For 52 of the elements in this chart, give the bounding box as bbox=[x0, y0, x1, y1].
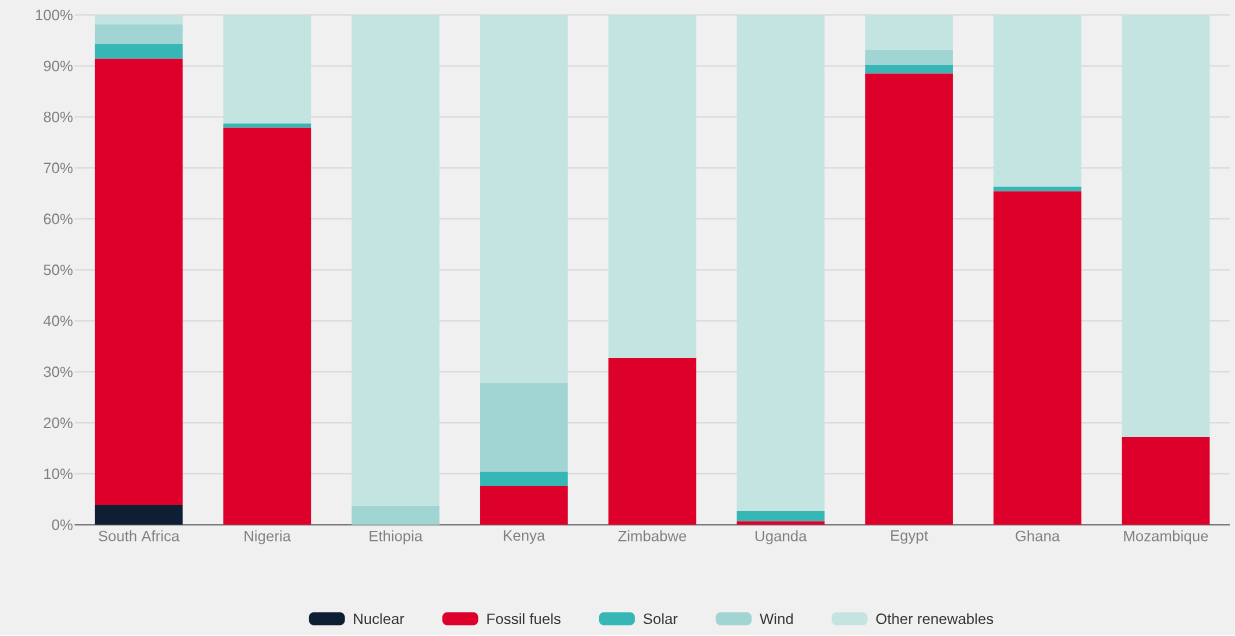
bar bbox=[480, 486, 568, 526]
x-tick-label: Kenya bbox=[503, 530, 546, 544]
bar bbox=[223, 123, 312, 128]
bar bbox=[94, 505, 183, 526]
legend-label: Nuclear bbox=[354, 613, 405, 625]
bar bbox=[608, 358, 697, 526]
y-tick-label: 80% bbox=[43, 111, 73, 123]
y-tick-label: 70% bbox=[43, 162, 73, 174]
x-tick-label: Uganda bbox=[755, 530, 807, 545]
bar bbox=[94, 24, 183, 45]
legend-label: Solar bbox=[643, 613, 678, 625]
y-tick-label: 40% bbox=[43, 315, 73, 327]
x-tick-label: Ghana bbox=[1015, 530, 1060, 542]
bar bbox=[865, 73, 953, 526]
y-tick-label: 0% bbox=[52, 519, 73, 531]
y-tick-label: 100% bbox=[35, 9, 73, 21]
bar bbox=[993, 15, 1082, 187]
bar bbox=[1121, 437, 1210, 526]
x-tick-label: Nigeria bbox=[244, 530, 291, 545]
legend-label: Fossil fuels bbox=[487, 613, 561, 625]
bar bbox=[351, 506, 440, 526]
bar bbox=[865, 65, 953, 74]
x-tick-label: Zimbabwe bbox=[618, 530, 687, 542]
bar bbox=[736, 521, 825, 526]
bar bbox=[480, 472, 568, 487]
y-tick-label: 10% bbox=[44, 468, 73, 480]
bar bbox=[865, 49, 953, 66]
bar bbox=[865, 15, 953, 50]
bar bbox=[223, 127, 312, 526]
bar bbox=[1121, 15, 1210, 438]
x-tick-label: South Africa bbox=[98, 530, 180, 542]
bar bbox=[736, 511, 825, 522]
bar bbox=[351, 15, 440, 507]
bar bbox=[94, 44, 183, 60]
y-tick-label: 30% bbox=[43, 366, 73, 378]
bar bbox=[480, 383, 568, 473]
bar bbox=[993, 191, 1082, 526]
bar bbox=[736, 15, 825, 512]
bar bbox=[94, 59, 183, 506]
y-tick-label: 60% bbox=[43, 213, 73, 225]
bar bbox=[223, 15, 312, 124]
bar bbox=[608, 15, 697, 359]
legend-label: Wind bbox=[759, 613, 793, 625]
y-tick-label: 20% bbox=[43, 417, 73, 429]
x-tick-label: Egypt bbox=[891, 530, 929, 544]
x-tick-label: Mozambique bbox=[1124, 530, 1208, 545]
legend-label: Other renewables bbox=[876, 613, 994, 625]
y-tick-label: 90% bbox=[43, 60, 73, 72]
x-tick-label: Ethiopia bbox=[369, 530, 423, 545]
y-tick-label: 50% bbox=[43, 264, 73, 276]
bar bbox=[94, 15, 183, 25]
bar bbox=[480, 15, 568, 384]
